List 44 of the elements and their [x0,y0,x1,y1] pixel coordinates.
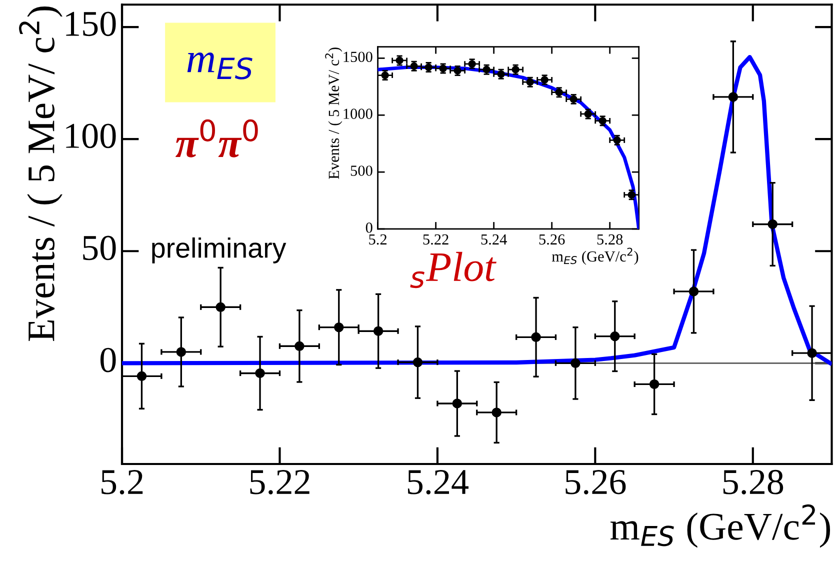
y-tick-label: 100 [66,124,116,148]
point [216,302,226,312]
x-tick-label: 5.2 [102,470,143,494]
y-tick-label: 0 [366,222,372,233]
point [610,331,620,342]
point [136,371,147,382]
y-axis-title: Events / ( 5 MeV/ c$^{2}$) [19,6,62,342]
y-axis-title: Events / ( 5 MeV/ c$^{2}$) [325,48,342,179]
x-tick-label: 5.24 [408,470,468,494]
point [412,357,423,368]
point [570,358,580,368]
y-tick-label: 500 [350,166,372,176]
y-tick-label: 150 [66,12,116,36]
point [176,347,186,357]
x-axis-title: m$_{ES}$ (GeV/c$^{2}$) [610,504,830,548]
annotation: m$_{ES}$ [187,52,252,80]
annotation: $_{s}$Plot [410,252,496,288]
point [492,408,502,418]
y-tick-label: 1500 [344,52,372,62]
x-tick-label: 5.2 [369,234,387,245]
point [531,332,541,342]
point [255,368,265,378]
x-tick-label: 5.28 [597,234,623,245]
point [768,219,778,230]
y-tick-label: 1000 [344,108,372,119]
point [649,379,660,390]
point [294,341,304,351]
x-tick-label: 5.22 [250,470,310,494]
y-tick-label: 50 [83,236,116,260]
x-axis-title: m$_{ES}$ (GeV/c$^{2}$) [552,248,638,265]
annotation: π$^{0}$π$^{0}$ [176,119,258,158]
x-tick-label: 5.24 [481,234,507,245]
point [728,92,738,102]
point [688,286,699,296]
annotation: preliminary [152,237,286,264]
point [807,348,817,358]
x-tick-label: 5.26 [566,470,626,494]
x-tick-label: 5.28 [723,470,784,494]
x-tick-label: 5.22 [423,234,448,245]
point [334,322,344,332]
point [452,398,462,408]
point [373,326,384,336]
x-tick-label: 5.26 [539,234,565,245]
y-tick-label: 0 [100,348,116,372]
